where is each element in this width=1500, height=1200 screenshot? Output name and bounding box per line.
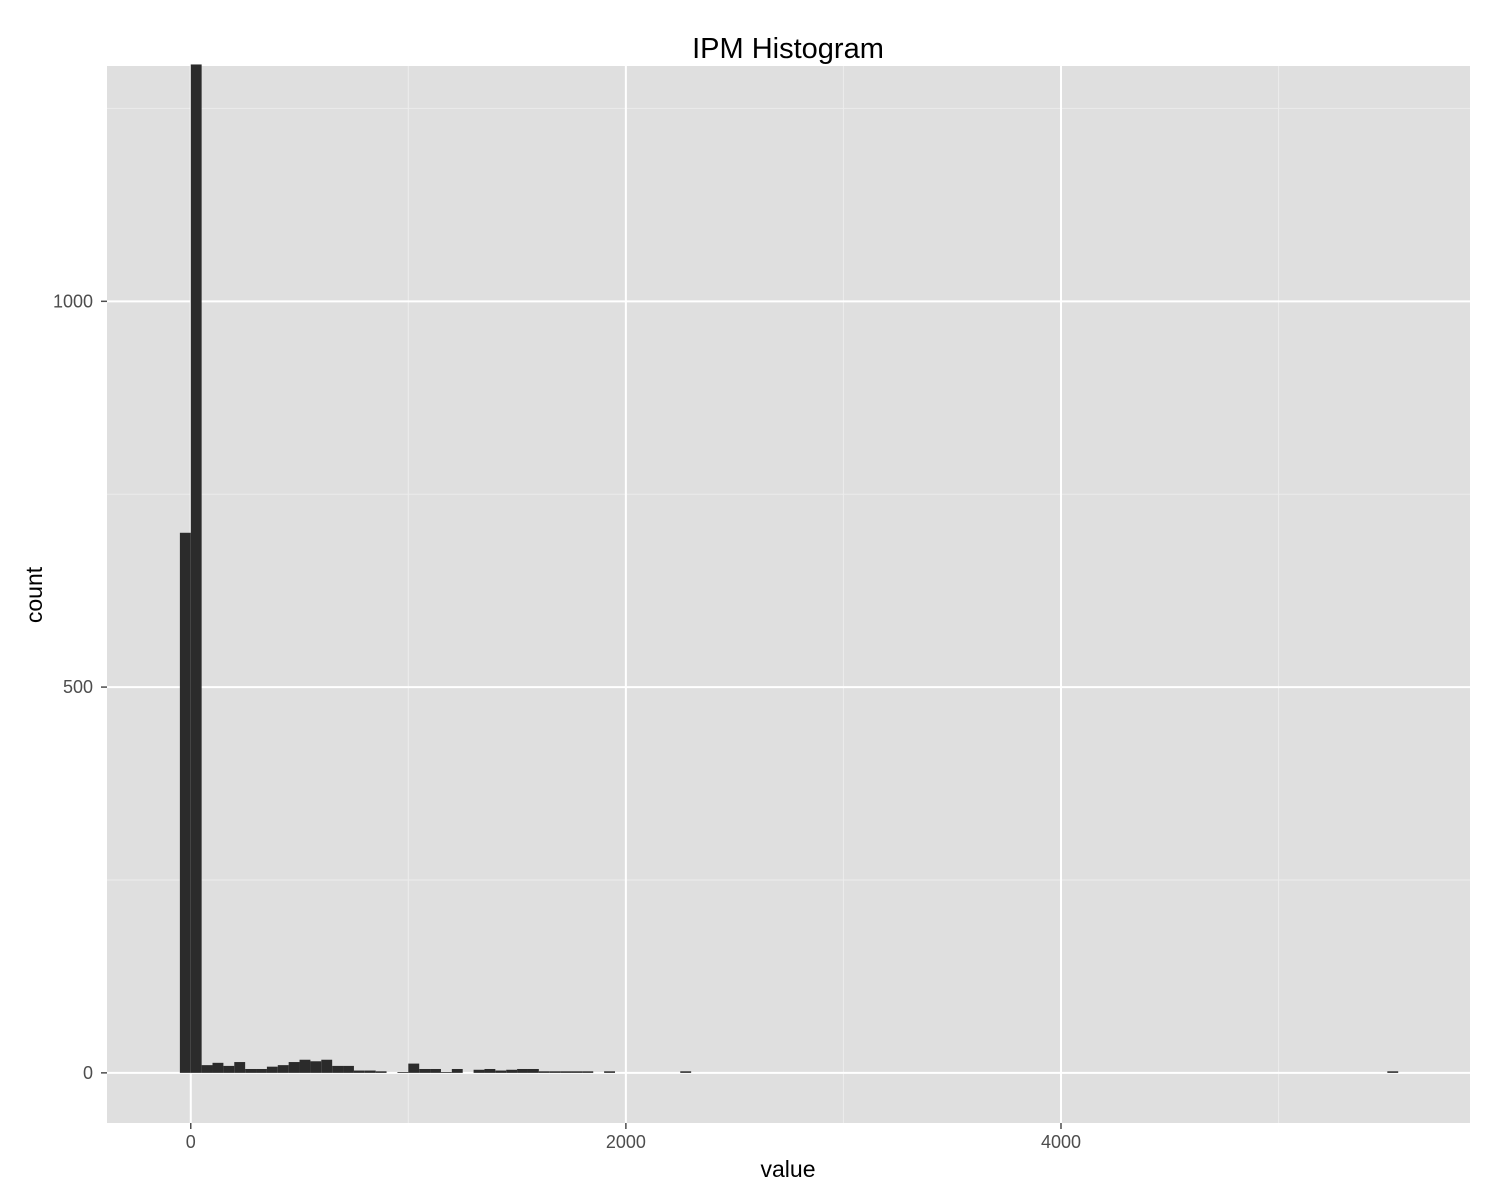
histogram-bar bbox=[419, 1068, 431, 1073]
y-axis-ticks: 0 500 1000 bbox=[53, 291, 107, 1083]
histogram-bar bbox=[332, 1065, 344, 1073]
histogram-bar bbox=[604, 1071, 615, 1073]
histogram-bar bbox=[201, 1065, 213, 1073]
x-axis-ticks: 0 2000 4000 bbox=[186, 1123, 1081, 1152]
histogram-bar bbox=[1387, 1071, 1399, 1073]
histogram-bar bbox=[506, 1069, 518, 1073]
histogram-bar bbox=[277, 1065, 289, 1073]
histogram-bar bbox=[560, 1071, 572, 1073]
histogram-bar bbox=[527, 1068, 539, 1073]
histogram-bar bbox=[549, 1071, 561, 1073]
y-tick-label: 500 bbox=[63, 677, 93, 697]
chart-title: IPM Histogram bbox=[692, 33, 884, 65]
x-tick-label: 0 bbox=[186, 1132, 196, 1152]
histogram-bar bbox=[343, 1065, 354, 1073]
histogram-bar bbox=[408, 1063, 420, 1073]
histogram-bar bbox=[571, 1071, 583, 1073]
histogram-bar bbox=[310, 1061, 322, 1073]
x-axis-title: value bbox=[761, 1156, 816, 1182]
histogram-bar bbox=[288, 1062, 300, 1073]
histogram-bar bbox=[190, 64, 202, 1073]
histogram-bar bbox=[473, 1069, 485, 1073]
histogram-bar bbox=[582, 1071, 594, 1073]
histogram-bar bbox=[440, 1072, 452, 1073]
histogram-bar bbox=[266, 1066, 278, 1073]
histogram-bar bbox=[495, 1070, 507, 1073]
histogram-bar bbox=[321, 1059, 333, 1073]
histogram-bars bbox=[179, 64, 1399, 1073]
histogram-bar bbox=[680, 1071, 692, 1073]
plot-panel bbox=[107, 66, 1470, 1123]
histogram-bar bbox=[245, 1068, 257, 1073]
y-axis-title: count bbox=[21, 566, 47, 623]
histogram-bar bbox=[451, 1068, 463, 1073]
histogram-bar bbox=[234, 1062, 246, 1073]
x-tick-label: 2000 bbox=[606, 1132, 646, 1152]
histogram-bar bbox=[299, 1059, 311, 1073]
histogram-bar bbox=[212, 1062, 224, 1073]
histogram-bar bbox=[538, 1071, 550, 1073]
histogram-bar bbox=[375, 1071, 387, 1073]
histogram-bar bbox=[397, 1072, 409, 1073]
histogram-bar bbox=[256, 1068, 267, 1073]
histogram-bar bbox=[364, 1070, 376, 1073]
y-tick-label: 0 bbox=[83, 1063, 93, 1083]
minor-gridlines bbox=[107, 66, 1470, 1123]
histogram-bar bbox=[179, 532, 191, 1073]
x-tick-label: 4000 bbox=[1041, 1132, 1081, 1152]
histogram-bar bbox=[430, 1068, 441, 1073]
histogram-bar bbox=[223, 1065, 235, 1073]
histogram-bar bbox=[517, 1068, 528, 1073]
histogram-bar bbox=[353, 1070, 365, 1073]
histogram-bar bbox=[484, 1068, 496, 1073]
y-tick-label: 1000 bbox=[53, 291, 93, 311]
